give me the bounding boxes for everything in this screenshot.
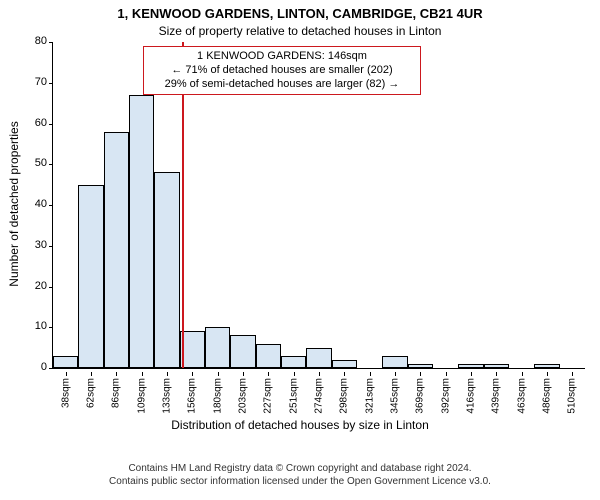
x-tick-label: 251sqm xyxy=(288,378,299,414)
bar xyxy=(306,348,331,368)
x-tick-label: 62sqm xyxy=(86,378,97,408)
y-tick-label: 40 xyxy=(35,198,47,210)
x-tick-label: 392sqm xyxy=(440,378,451,414)
chart-subtitle: Size of property relative to detached ho… xyxy=(0,24,600,38)
x-tick-label: 38sqm xyxy=(60,378,71,408)
y-axis-label: Number of detached properties xyxy=(7,104,21,304)
x-tick-label: 463sqm xyxy=(516,378,527,414)
x-axis-label: Distribution of detached houses by size … xyxy=(0,418,600,432)
info-line-3: 29% of semi-detached houses are larger (… xyxy=(150,78,414,92)
bar xyxy=(281,356,306,368)
y-tick-label: 50 xyxy=(35,157,47,169)
x-tick-label: 439sqm xyxy=(491,378,502,414)
x-tick-label: 109sqm xyxy=(136,378,147,414)
bar xyxy=(230,335,255,368)
x-tick-label: 86sqm xyxy=(111,378,122,408)
chart-container: 1, KENWOOD GARDENS, LINTON, CAMBRIDGE, C… xyxy=(0,0,600,500)
x-tick-label: 510sqm xyxy=(567,378,578,414)
x-tick-label: 486sqm xyxy=(542,378,553,414)
x-tick-label: 133sqm xyxy=(162,378,173,414)
bar xyxy=(104,132,129,368)
y-tick-label: 10 xyxy=(35,320,47,332)
y-tick-label: 60 xyxy=(35,117,47,129)
footer-line-2: Contains public sector information licen… xyxy=(0,475,600,488)
x-tick-label: 156sqm xyxy=(187,378,198,414)
info-box: 1 KENWOOD GARDENS: 146sqm ← 71% of detac… xyxy=(143,46,421,95)
bar xyxy=(458,364,483,368)
bar xyxy=(484,364,509,368)
x-tick-label: 298sqm xyxy=(339,378,350,414)
bar xyxy=(78,185,103,368)
x-tick-label: 227sqm xyxy=(263,378,274,414)
y-tick-label: 80 xyxy=(35,35,47,47)
footer-line-1: Contains HM Land Registry data © Crown c… xyxy=(0,462,600,475)
y-tick-label: 20 xyxy=(35,280,47,292)
info-line-1: 1 KENWOOD GARDENS: 146sqm xyxy=(150,50,414,64)
bar xyxy=(408,364,433,368)
bar xyxy=(534,364,559,368)
y-tick-label: 30 xyxy=(35,239,47,251)
x-tick-label: 369sqm xyxy=(415,378,426,414)
x-tick-label: 345sqm xyxy=(390,378,401,414)
bar xyxy=(205,327,230,368)
y-tick-label: 70 xyxy=(35,76,47,88)
x-tick-label: 203sqm xyxy=(238,378,249,414)
footer: Contains HM Land Registry data © Crown c… xyxy=(0,462,600,488)
x-tick-label: 180sqm xyxy=(212,378,223,414)
chart-title: 1, KENWOOD GARDENS, LINTON, CAMBRIDGE, C… xyxy=(0,6,600,21)
y-tick-label: 0 xyxy=(41,361,47,373)
x-tick-label: 321sqm xyxy=(364,378,375,414)
bar xyxy=(332,360,357,368)
bar xyxy=(154,172,179,368)
bar xyxy=(382,356,407,368)
info-line-2: ← 71% of detached houses are smaller (20… xyxy=(150,64,414,78)
bar xyxy=(256,344,281,368)
x-tick-label: 274sqm xyxy=(314,378,325,414)
bar xyxy=(53,356,78,368)
x-tick-label: 416sqm xyxy=(466,378,477,414)
plot-area: 01020304050607080 38sqm62sqm86sqm109sqm1… xyxy=(52,42,585,369)
bar xyxy=(129,95,154,368)
